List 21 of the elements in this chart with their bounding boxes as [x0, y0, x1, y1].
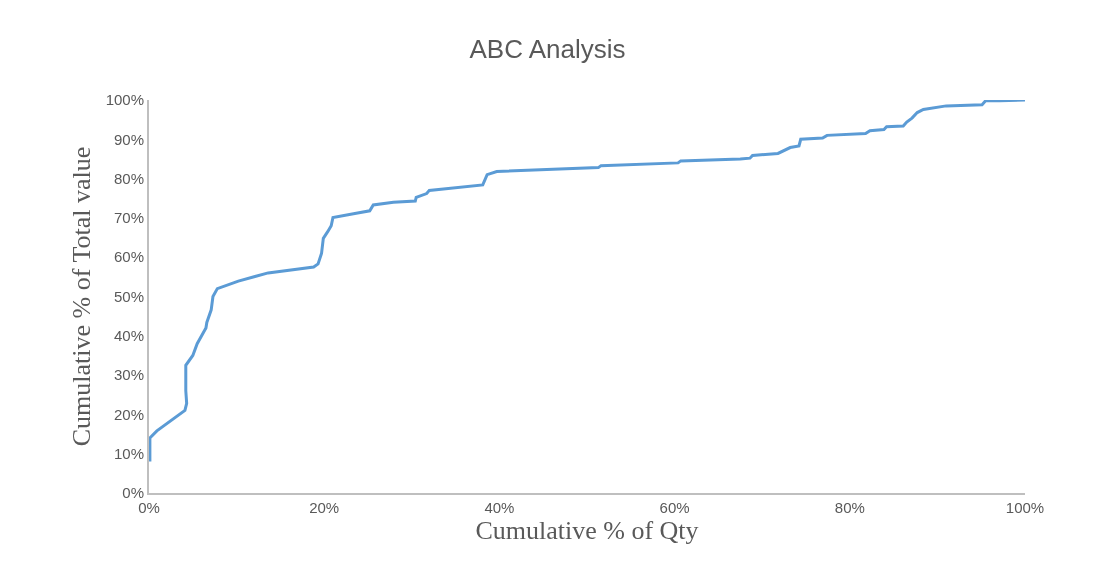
chart-title: ABC Analysis — [469, 34, 626, 65]
y-tick-label: 80% — [113, 169, 144, 187]
x-tick-label: 100% — [1005, 499, 1045, 516]
x-tick-label: 80% — [834, 499, 865, 516]
y-tick-label: 70% — [113, 209, 144, 227]
y-tick-label: 10% — [113, 444, 144, 462]
y-tick-label: 60% — [113, 248, 144, 266]
y-tick-label: 100% — [105, 91, 144, 109]
line-series — [149, 100, 1025, 464]
y-tick-label: 40% — [113, 327, 144, 345]
y-tick-label: 20% — [113, 405, 144, 423]
x-tick-label: 0% — [138, 499, 160, 516]
y-tick-label: 90% — [113, 130, 144, 148]
x-axis-title: Cumulative % of Qty — [475, 516, 699, 545]
x-tick-label: 40% — [484, 499, 515, 516]
y-tick-label: 50% — [113, 287, 144, 305]
y-axis-title: Cumulative % of Total value — [66, 146, 96, 447]
x-tick-label: 20% — [309, 499, 340, 516]
x-tick-label: 60% — [659, 499, 690, 516]
y-tick-label: 0% — [122, 484, 144, 502]
y-tick-label: 30% — [113, 366, 144, 384]
